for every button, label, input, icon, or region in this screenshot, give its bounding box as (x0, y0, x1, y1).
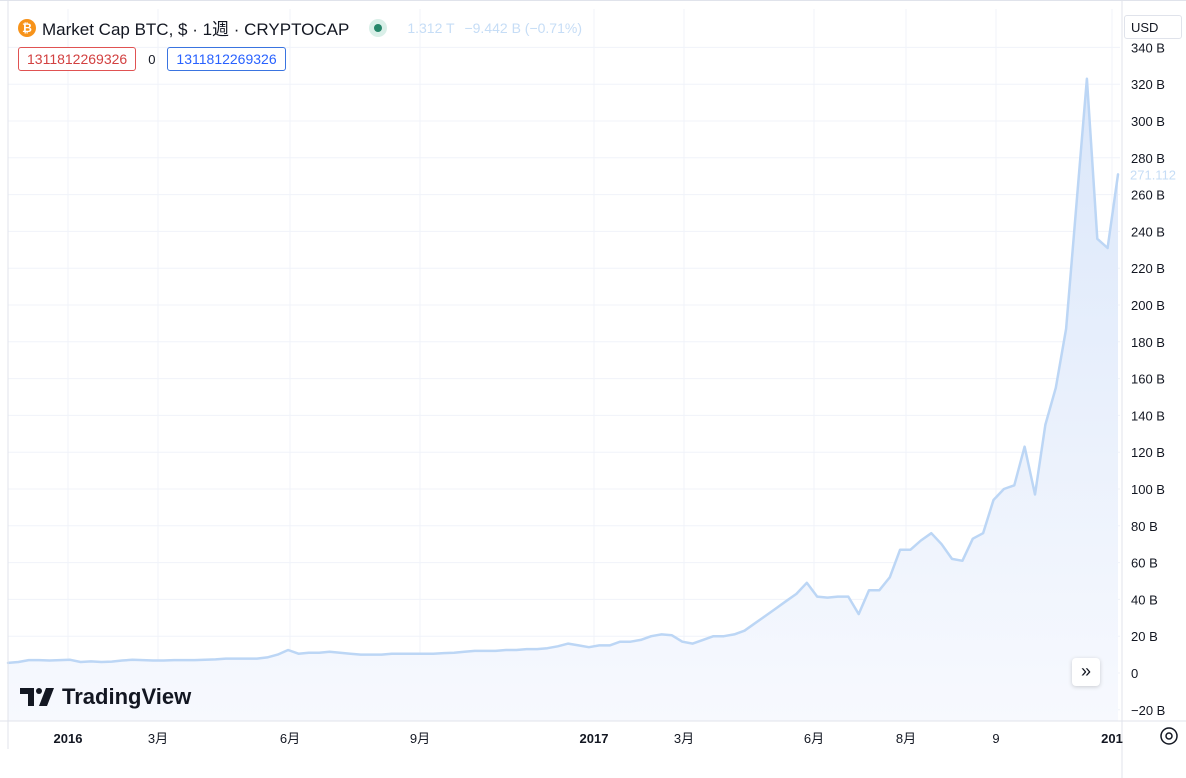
series-line-path (6, 77, 1120, 665)
series-line (6, 77, 1120, 665)
y-tick-label: 0 (1131, 666, 1138, 681)
y-tick-label: 100 B (1131, 482, 1165, 497)
y-tick-label: 300 B (1131, 114, 1165, 129)
area-fill (8, 78, 1118, 721)
grid-lines (8, 9, 1120, 721)
market-status-icon[interactable] (369, 18, 388, 37)
legend-values: 1.312 T −9.442 B (−0.71%) (407, 20, 588, 36)
y-tick-label: 340 B (1131, 40, 1165, 55)
gear-icon[interactable] (1158, 725, 1180, 747)
indicator-input-left[interactable]: 1311812269326 (18, 47, 137, 71)
y-tick-label: 180 B (1131, 335, 1165, 350)
x-tick-label: 6月 (804, 731, 824, 746)
last-price-label-bg (1124, 164, 1186, 185)
y-tick-label: 60 B (1131, 556, 1158, 571)
x-tick-label: 2017 (580, 731, 609, 746)
indicator-input-right[interactable]: 1311812269326 (167, 47, 286, 71)
y-tick-label: 320 B (1131, 77, 1165, 92)
last-price-label: 271.112 (1130, 167, 1176, 182)
brand-name: TradingView (62, 684, 192, 709)
series-area (8, 78, 1118, 721)
price-label-group: 271.112 (1124, 164, 1186, 185)
y-tick-label: 280 B (1131, 151, 1165, 166)
currency-button[interactable]: USD (1124, 15, 1182, 39)
x-tick-label: 9 (992, 731, 999, 746)
y-tick-label: −20 B (1131, 703, 1165, 718)
tradingview-logo[interactable]: TradingView (20, 684, 191, 710)
status-dot (374, 23, 383, 32)
x-tick-label: 9月 (410, 731, 430, 746)
x-tick-label: 3月 (148, 731, 168, 746)
y-tick-label: 260 B (1131, 188, 1165, 203)
y-tick-label: 160 B (1131, 372, 1165, 387)
bitcoin-icon[interactable]: ₿ (18, 18, 36, 37)
x-axis-ticks: 2016 3月 6月 9月 2017 3月 6月 8月 9 201 (54, 731, 1123, 746)
chevron-double-right-icon: » (1080, 661, 1091, 681)
y-tick-label: 20 B (1131, 629, 1158, 644)
legend-last-value: 1.312 T (407, 19, 455, 36)
y-axis-ticks: −20 B 0 20 B 40 B 60 B 80 B 100 B 120 B 140 B 160… (1131, 40, 1165, 717)
y-tick-label: 240 B (1131, 224, 1165, 239)
y-tick-label: 120 B (1131, 445, 1165, 460)
y-tick-label: 220 B (1131, 261, 1165, 276)
x-tick-label: 8月 (896, 731, 916, 746)
tradingview-mark-icon (20, 688, 54, 706)
y-tick-label: 40 B (1131, 592, 1158, 607)
x-tick-label: 6月 (280, 731, 300, 746)
y-tick-label: 80 B (1131, 519, 1158, 534)
indicator-input-middle: 0 (148, 51, 156, 67)
legend-title[interactable]: Market Cap BTC, $ · 1週 · CRYPTOCAP (42, 20, 350, 39)
legend-change: −9.442 B (−0.71%) (464, 19, 582, 36)
indicator-inputs: 1311812269326 0 1311812269326 (18, 47, 286, 71)
y-tick-label: 200 B (1131, 298, 1165, 313)
x-tick-label: 2016 (54, 731, 83, 746)
x-tick-label: 3月 (674, 731, 694, 746)
y-tick-label: 140 B (1131, 408, 1165, 423)
scroll-to-realtime-button[interactable]: » (1072, 658, 1100, 686)
chart-legend: ₿ Market Cap BTC, $ · 1週 · CRYPTOCAP 1.3… (18, 15, 588, 40)
x-tick-label: 201 (1101, 731, 1123, 746)
